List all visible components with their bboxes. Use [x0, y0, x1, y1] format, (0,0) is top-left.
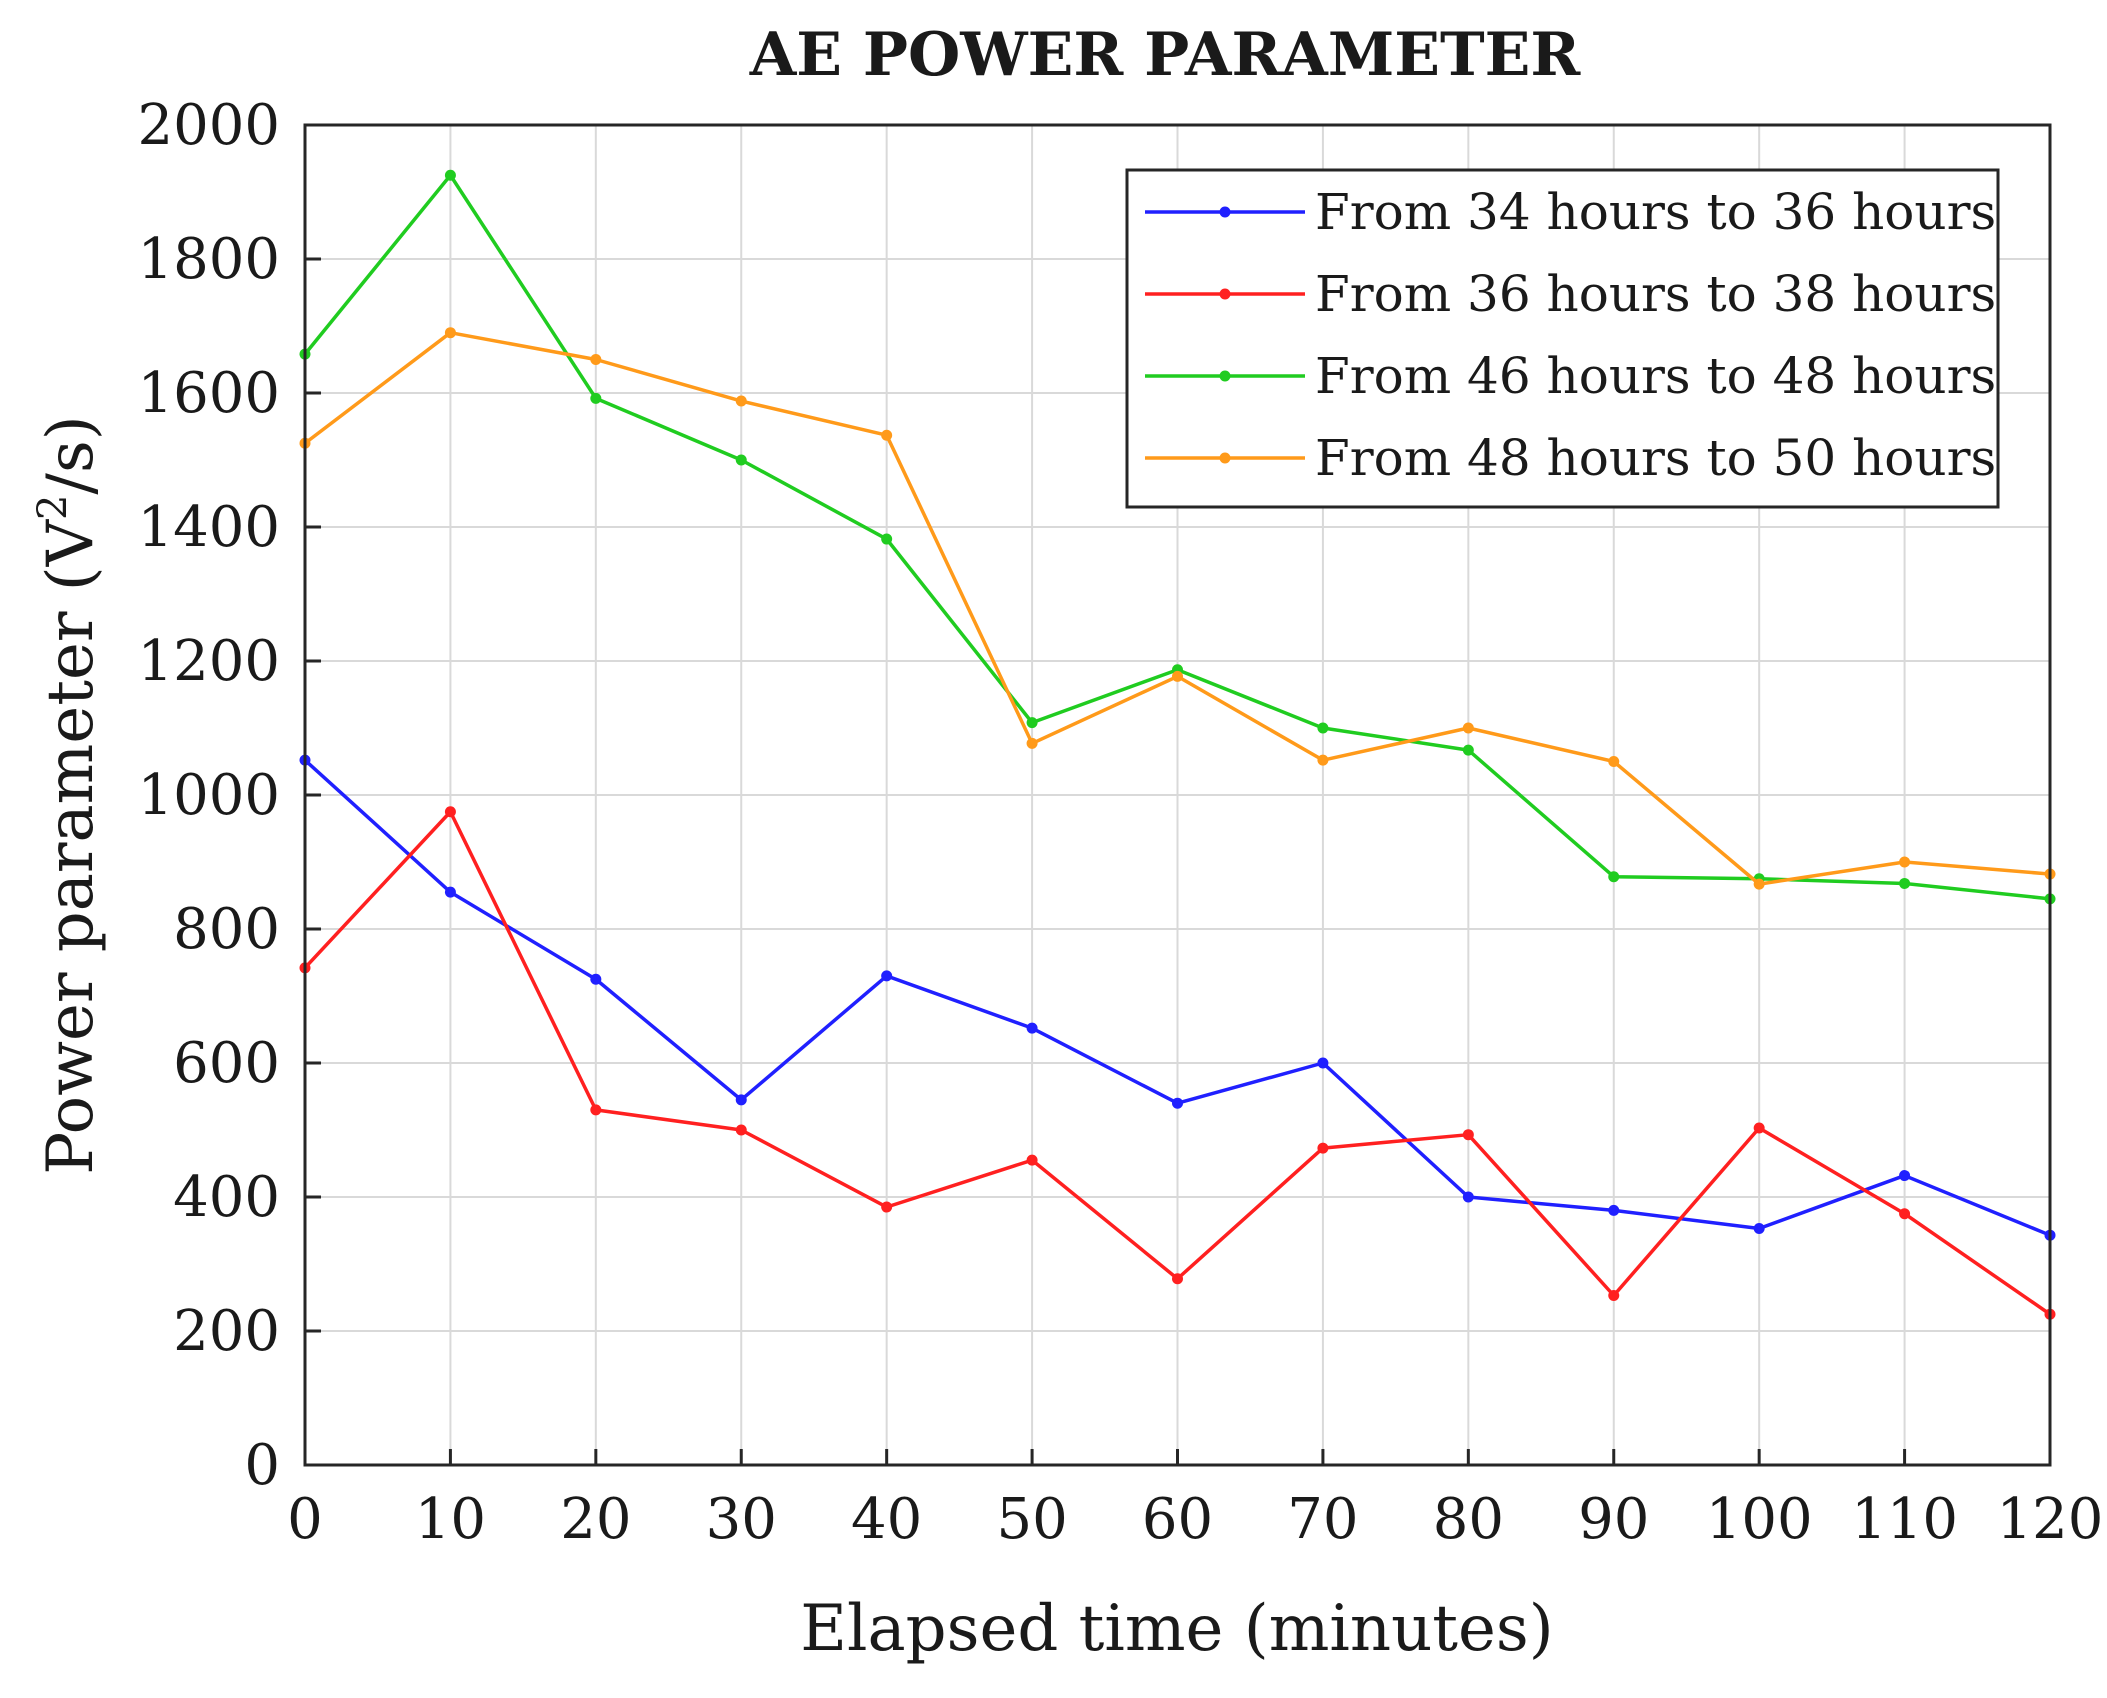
data-point: [1172, 670, 1183, 682]
x-tick-label: 40: [851, 1487, 922, 1552]
chart-title: AE POWER PARAMETER: [749, 20, 1582, 90]
legend: From 34 hours to 36 hours From 36 hours t…: [1125, 168, 2000, 509]
data-point: [1462, 1191, 1474, 1203]
data-point: [1608, 1204, 1620, 1216]
legend-item: From 46 hours to 48 hours: [1145, 347, 1996, 405]
x-tick-label: 0: [287, 1487, 323, 1552]
data-point: [881, 970, 893, 982]
y-tick-label: 0: [244, 1433, 280, 1498]
y-tick-label: 1000: [137, 763, 280, 828]
data-point: [881, 533, 893, 545]
data-point: [590, 1104, 602, 1116]
y-tick-label: 2000: [137, 93, 280, 158]
x-tick-label: 120: [1997, 1487, 2104, 1552]
data-point: [735, 1094, 747, 1106]
data-point: [444, 327, 456, 339]
data-point: [1026, 717, 1038, 729]
legend-label: From 34 hours to 36 hours: [1315, 183, 1996, 241]
data-point: [444, 806, 456, 818]
data-point: [1317, 722, 1329, 734]
data-point: [590, 354, 602, 365]
data-point: [1608, 1289, 1620, 1301]
x-tick-label: 30: [706, 1487, 777, 1552]
x-tick-label: 60: [1142, 1487, 1213, 1552]
data-point: [735, 1124, 747, 1136]
series-layer: [299, 169, 2056, 1320]
y-tick-label: 600: [173, 1031, 280, 1096]
legend-label: From 36 hours to 38 hours: [1315, 265, 1996, 323]
y-tick-label: 1200: [137, 629, 280, 694]
data-point: [735, 454, 747, 466]
data-point: [1317, 1142, 1329, 1154]
x-tick-label: 20: [560, 1487, 631, 1552]
y-axis-label-tail: /s): [34, 415, 108, 494]
legend-item: From 48 hours to 50 hours: [1145, 429, 1996, 487]
data-point: [1753, 878, 1765, 890]
x-tick-label: 80: [1433, 1487, 1504, 1552]
data-point: [1026, 1022, 1038, 1034]
data-point: [590, 392, 602, 404]
legend-swatch-marker: [1219, 206, 1231, 218]
data-point: [444, 169, 456, 181]
data-point: [1899, 1170, 1911, 1182]
x-tick-label: 50: [996, 1487, 1067, 1552]
x-tick-label: 90: [1578, 1487, 1649, 1552]
data-point: [1172, 1273, 1183, 1285]
legend-swatch-marker: [1219, 370, 1231, 382]
data-point: [881, 1201, 893, 1213]
y-axis-label: Power parameter (V2/s): [30, 415, 108, 1175]
data-point: [444, 886, 456, 898]
data-point: [1753, 1122, 1765, 1134]
x-tick-label: 110: [1851, 1487, 1958, 1552]
y-tick-label: 800: [173, 897, 280, 962]
data-point: [1026, 737, 1038, 749]
y-tick-label: 400: [173, 1165, 280, 1230]
series-4: [299, 327, 2056, 890]
data-point: [1608, 756, 1620, 767]
y-tick-label: 1800: [137, 227, 280, 292]
legend-label: From 46 hours to 48 hours: [1315, 347, 1996, 405]
data-point: [1899, 856, 1911, 868]
series-1: [299, 754, 2056, 1241]
legend-label: From 48 hours to 50 hours: [1315, 429, 1996, 487]
x-axis-ticks: 0 10 20 30 40 50 60 70 80 90 100 110 120: [287, 1449, 2103, 1552]
data-point: [881, 429, 893, 441]
data-point: [1608, 871, 1620, 883]
legend-item: From 34 hours to 36 hours: [1145, 183, 1996, 241]
data-point: [1317, 1057, 1329, 1069]
y-axis-label-superscript: 2: [30, 495, 76, 520]
y-axis-ticks: 0 200 400 600 800 1000 1200 1400 1600 1800 2000: [137, 93, 321, 1498]
y-tick-label: 200: [173, 1299, 280, 1364]
y-tick-label: 1400: [137, 495, 280, 560]
legend-swatch-marker: [1219, 452, 1231, 464]
data-point: [1172, 1097, 1183, 1109]
x-tick-label: 70: [1287, 1487, 1358, 1552]
legend-box: [1125, 168, 2000, 509]
x-tick-label: 10: [415, 1487, 486, 1552]
y-tick-label: 1600: [137, 361, 280, 426]
x-tick-label: 100: [1706, 1487, 1813, 1552]
data-point: [735, 395, 747, 407]
legend-item: From 36 hours to 38 hours: [1145, 265, 1996, 323]
data-point: [1317, 754, 1329, 766]
data-point: [1899, 877, 1911, 889]
legend-swatch-marker: [1219, 288, 1231, 300]
data-point: [1462, 1129, 1474, 1141]
data-point: [590, 973, 602, 985]
series-2: [299, 806, 2056, 1320]
data-point: [1899, 1208, 1911, 1220]
data-point: [1462, 744, 1474, 756]
data-point: [1462, 722, 1474, 734]
data-point: [1753, 1222, 1765, 1234]
x-axis-label: Elapsed time (minutes): [800, 1592, 1553, 1666]
y-axis-label-main: Power parameter (V: [34, 518, 108, 1175]
data-point: [1026, 1154, 1038, 1166]
